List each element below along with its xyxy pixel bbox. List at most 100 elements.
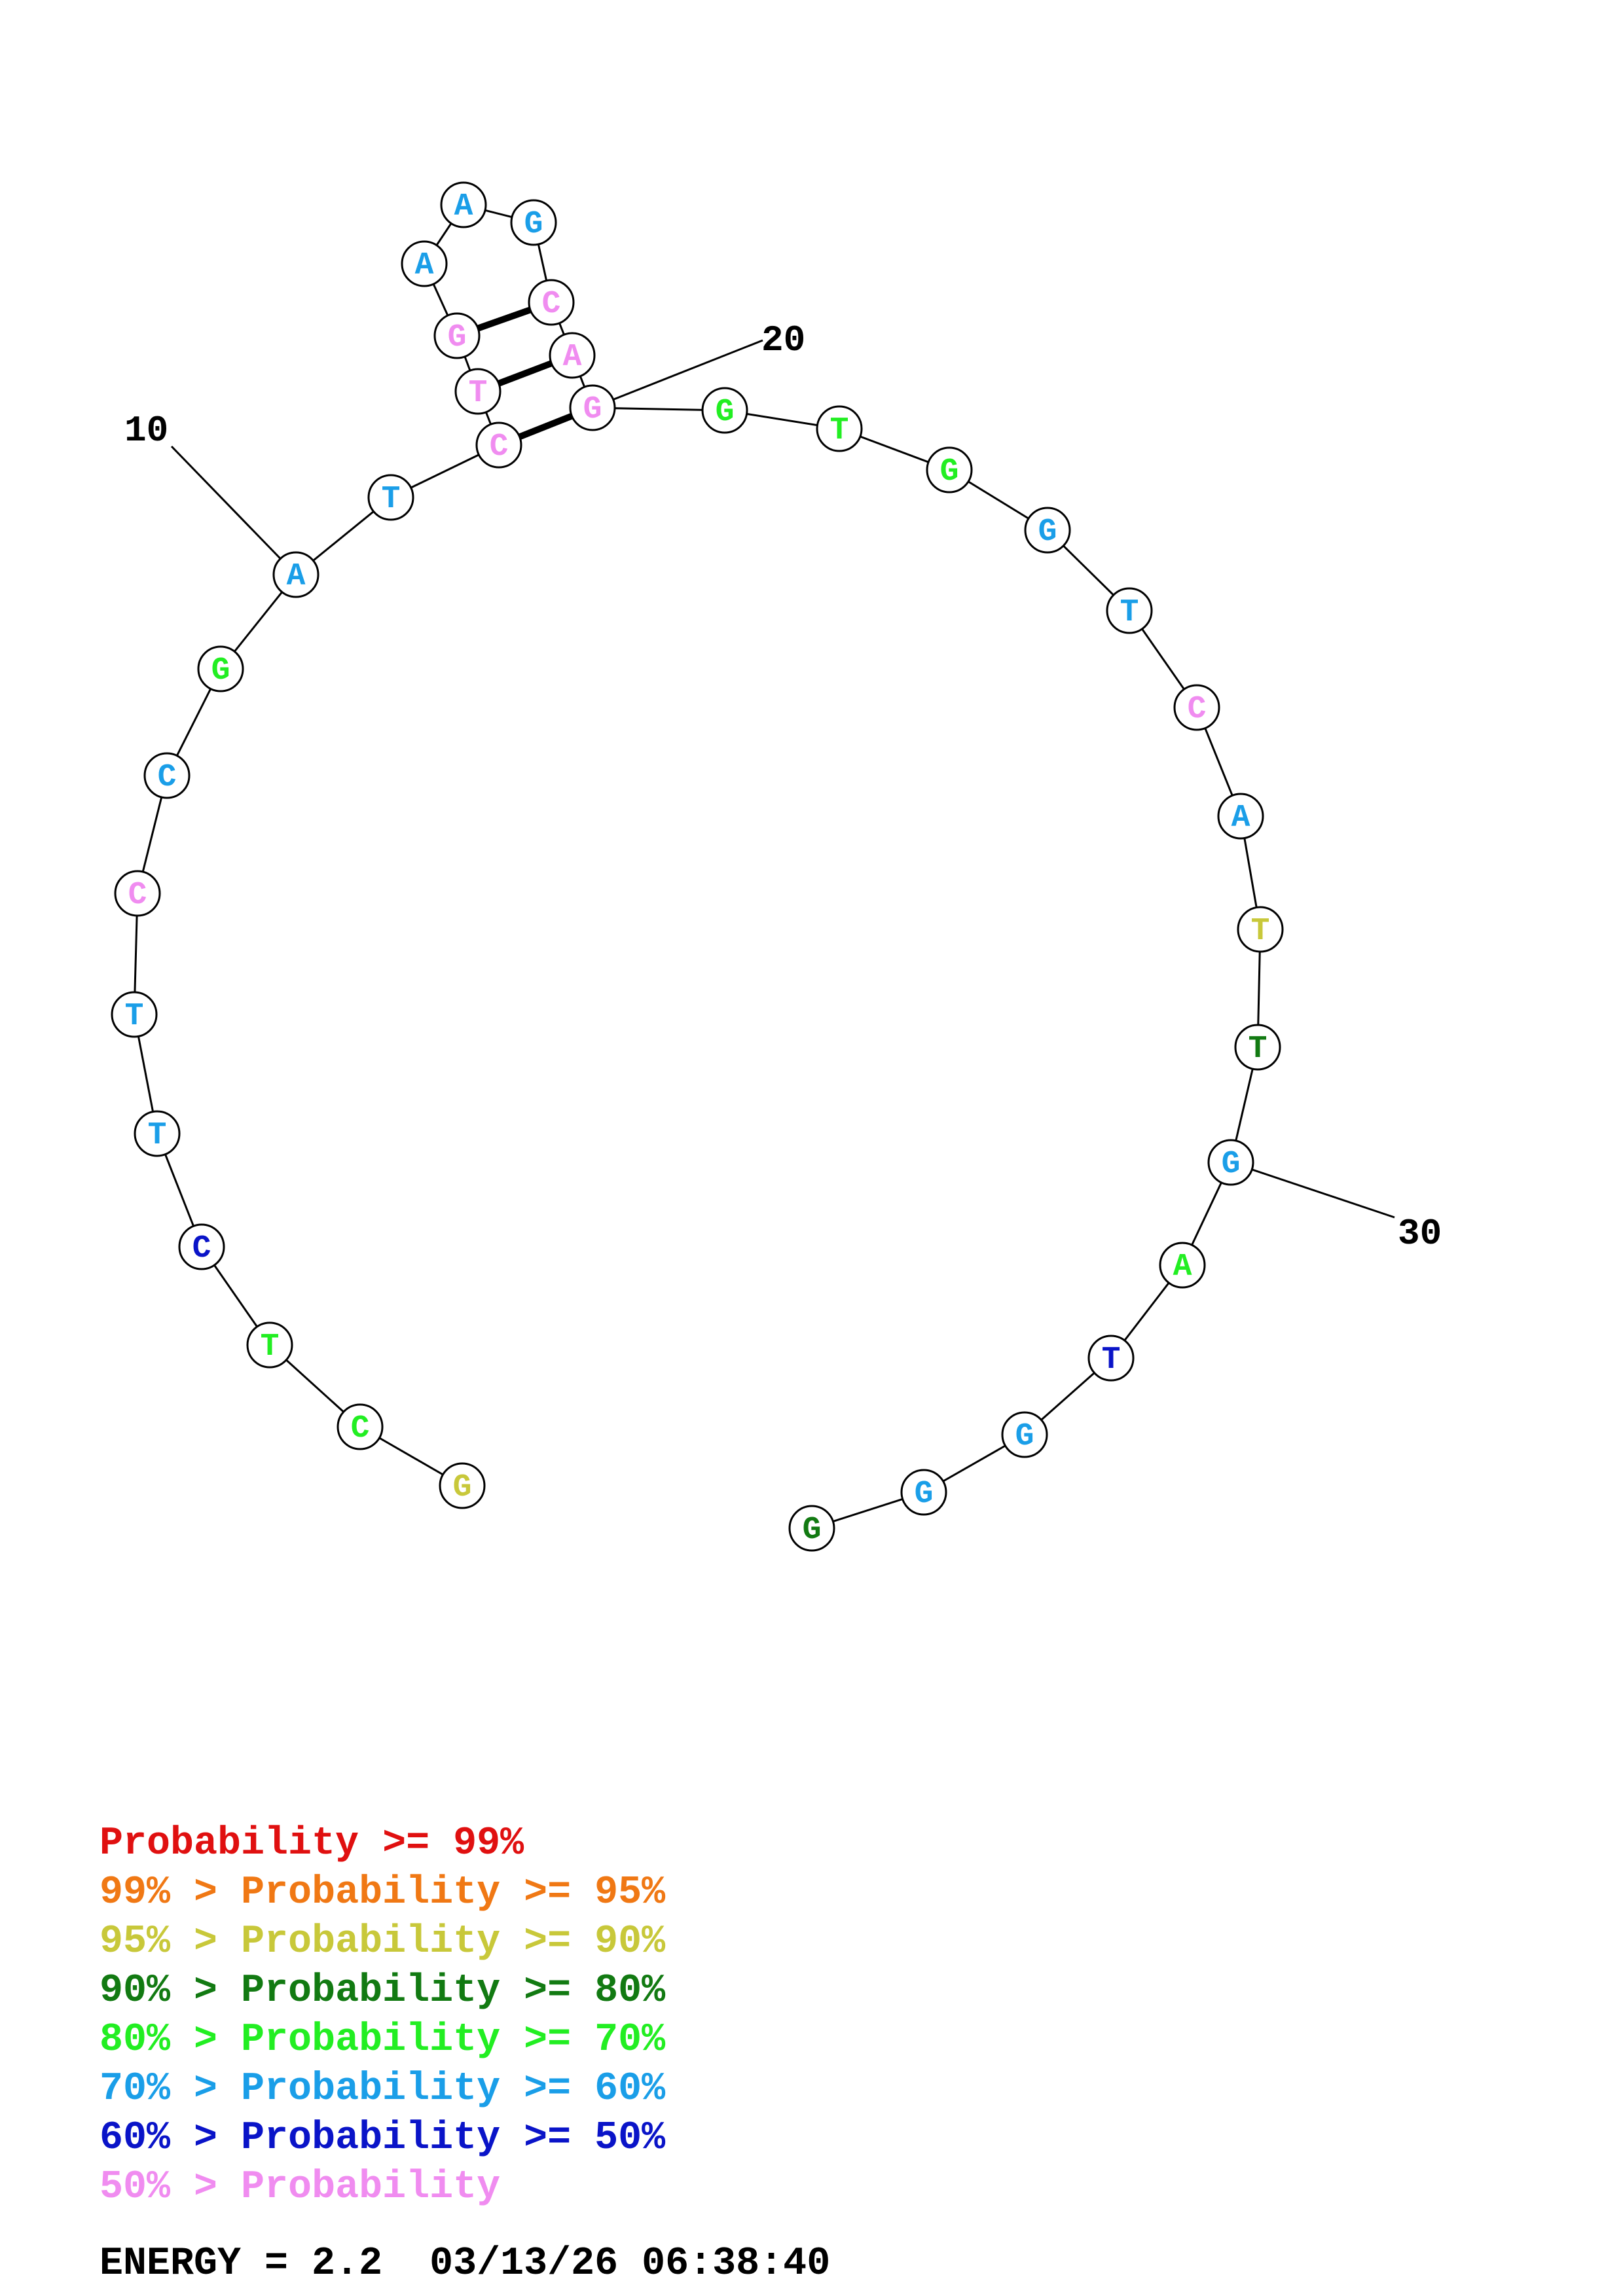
- nucleotide-base: T: [830, 413, 849, 448]
- nucleotide-A: A: [1217, 793, 1264, 840]
- nucleotide-base: A: [454, 189, 473, 224]
- nucleotide-base: C: [192, 1231, 211, 1266]
- nucleotide-C: C: [178, 1223, 225, 1270]
- nucleotide-base: T: [125, 999, 144, 1034]
- nucleotide-circle: [1001, 1411, 1048, 1458]
- legend-text: Probability >= 99%: [100, 1821, 524, 1866]
- nucleotide-T: T: [367, 474, 414, 521]
- index-labels: 10 20 30: [124, 319, 1442, 1255]
- nucleotide-circle: [454, 368, 501, 415]
- nucleotide-A: A: [549, 332, 596, 379]
- nucleotide-circle: [111, 991, 158, 1038]
- nucleotide-T: T: [454, 368, 501, 415]
- nucleotide-circle: [272, 551, 319, 598]
- index-label-leader: [170, 445, 297, 576]
- energy-footer: ENERGY = 2.2 03/13/26 06:38:40: [100, 2242, 830, 2286]
- nucleotide-base: C: [158, 760, 177, 795]
- nucleotide-circle: [549, 332, 596, 379]
- index-label: 30: [1398, 1213, 1442, 1255]
- nucleotide-circle: [1237, 906, 1284, 953]
- legend-prefix: 60% >: [100, 2116, 242, 2161]
- nucleotide-C: C: [143, 752, 191, 799]
- nucleotide-base: T: [1251, 914, 1270, 949]
- legend-text: Probability >= 50%: [241, 2116, 666, 2161]
- nucleotide-base: G: [915, 1477, 934, 1512]
- nucleotide-C: C: [337, 1403, 384, 1450]
- nucleotide-circle: [1106, 587, 1153, 634]
- nucleotide-base: G: [211, 653, 230, 689]
- nucleotide-base: A: [287, 559, 306, 594]
- nucleotide-base: C: [128, 878, 147, 913]
- legend-row: 90% > Probability >= 80%: [100, 1967, 665, 2016]
- legend-row: 99% > Probability >= 95%: [100, 1869, 665, 1918]
- legend-row: 70% > Probability >= 60%: [100, 2065, 665, 2114]
- nucleotide-base: G: [583, 392, 602, 427]
- nucleotide-G: G: [788, 1505, 835, 1552]
- nucleotide-base: A: [1231, 800, 1250, 836]
- nucleotide-G: G: [197, 645, 244, 692]
- nucleotide-circle: [367, 474, 414, 521]
- nucleotide-G: G: [900, 1469, 947, 1516]
- legend-prefix: 95% >: [100, 1920, 242, 1964]
- nucleotide-T: T: [1237, 906, 1284, 953]
- legend-text: Probability >= 70%: [241, 2018, 666, 2062]
- nucleotide-C: C: [114, 870, 161, 917]
- nucleotide-circle: [178, 1223, 225, 1270]
- nucleotide-circle: [134, 1110, 181, 1157]
- nucleotide-T: T: [111, 991, 158, 1038]
- legend-row: 95% > Probability >= 90%: [100, 1918, 665, 1967]
- nucleotide-G: G: [510, 199, 557, 246]
- nucleotide-circle: [1024, 507, 1071, 554]
- nucleotide-circle: [1207, 1139, 1254, 1186]
- backbone-lines: [133, 204, 1262, 1530]
- nucleotide-base: G: [716, 395, 735, 430]
- legend-prefix: 50% >: [100, 2165, 242, 2210]
- nucleotide-G: G: [701, 387, 748, 434]
- nucleotide-base: T: [148, 1118, 167, 1153]
- nucleotide-G: G: [1024, 507, 1071, 554]
- base-pair-bond: [518, 412, 574, 440]
- nucleotide-circle: [337, 1403, 384, 1450]
- nucleotide-base: T: [1120, 595, 1139, 630]
- nucleotide-T: T: [816, 405, 863, 452]
- nucleotide-base: T: [1249, 1031, 1267, 1067]
- nucleotide-base: T: [1102, 1342, 1121, 1378]
- legend-row: 50% > Probability: [100, 2163, 665, 2212]
- nucleotide-base: G: [803, 1513, 822, 1548]
- legend-text: Probability >= 60%: [241, 2067, 666, 2111]
- nucleotide-circle: [143, 752, 191, 799]
- legend-row: 80% > Probability >= 70%: [100, 2016, 665, 2065]
- index-label-leader: [592, 339, 763, 409]
- nucleotide-circle: [246, 1321, 293, 1369]
- nucleotide-circle: [1217, 793, 1264, 840]
- nucleotide-base: T: [261, 1329, 280, 1365]
- nucleotide-G: G: [1001, 1411, 1048, 1458]
- nucleotide-C: C: [475, 422, 522, 469]
- nucleotide-T: T: [246, 1321, 293, 1369]
- legend-text: Probability >= 80%: [241, 1969, 666, 2013]
- nucleotide-base: T: [382, 482, 401, 517]
- nucleotide-base: G: [524, 207, 543, 242]
- nucleotide-T: T: [134, 1110, 181, 1157]
- legend-prefix: 80% >: [100, 2018, 242, 2062]
- legend-row: Probability >= 99%: [100, 1820, 665, 1869]
- legend-text: Probability >= 95%: [241, 1871, 666, 1915]
- nucleotide-base: G: [448, 320, 467, 355]
- nucleotide-C: C: [1173, 684, 1220, 731]
- index-label: 10: [124, 410, 168, 452]
- nucleotide-circle: [401, 240, 448, 287]
- nucleotide-circle: [926, 446, 973, 493]
- nucleotide-base: C: [542, 287, 561, 322]
- nucleotide-circle: [788, 1505, 835, 1552]
- nucleotide-circle: [433, 312, 481, 359]
- nucleotide-G: G: [433, 312, 481, 359]
- nucleotide-circle: [1173, 684, 1220, 731]
- probability-legend: Probability >= 99% 99% > Probability >= …: [100, 1820, 665, 2212]
- nucleotide-base: G: [1038, 514, 1057, 550]
- nucleotide-T: T: [1106, 587, 1153, 634]
- nucleotide-circle: [197, 645, 244, 692]
- legend-prefix: 90% >: [100, 1969, 242, 2013]
- nucleotide-G: G: [1207, 1139, 1254, 1186]
